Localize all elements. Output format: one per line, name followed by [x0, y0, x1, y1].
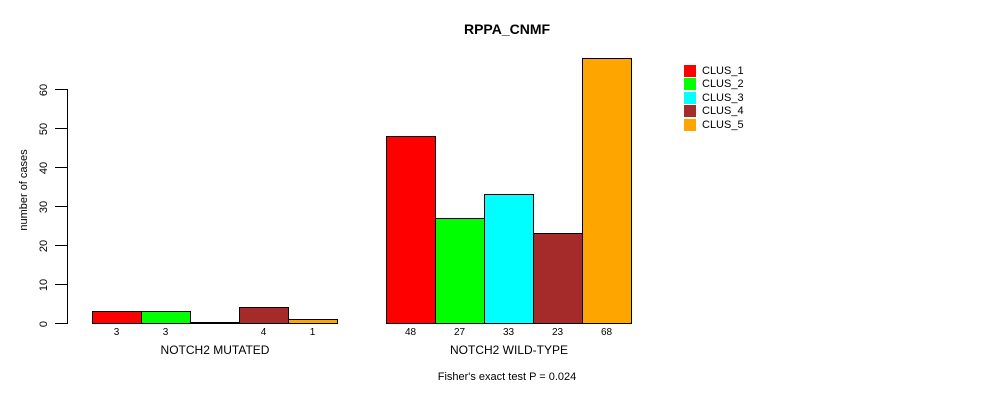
bar-clus-2: [141, 311, 191, 324]
bar-clus-5: [288, 319, 338, 324]
legend-label: CLUS_5: [702, 118, 744, 131]
legend-item: CLUS_2: [684, 78, 744, 92]
legend-item: CLUS_1: [684, 64, 744, 78]
bar-clus-1: [386, 136, 436, 324]
y-tick-label: 60: [38, 83, 50, 97]
zero-bar-line-clus-3: [190, 322, 240, 324]
legend-swatch: [684, 64, 696, 77]
y-tick-label: 20: [38, 239, 50, 253]
y-axis-tick: [55, 245, 68, 246]
legend-label: CLUS_2: [702, 78, 744, 91]
legend-label: CLUS_1: [702, 64, 744, 77]
y-axis-tick: [55, 128, 68, 129]
bar-clus-5: [582, 58, 632, 324]
y-axis-tick: [55, 89, 68, 90]
bar-clus-3: [484, 194, 534, 324]
fisher-test-annotation: Fisher's exact test P = 0.024: [437, 371, 577, 383]
bar-value-label: 3: [113, 327, 120, 338]
bar-value-label: 4: [260, 327, 267, 338]
bar-value-label: 23: [551, 327, 564, 338]
y-tick-label: 40: [38, 161, 50, 175]
y-tick-label: 10: [38, 278, 50, 292]
bar-value-label: 27: [453, 327, 466, 338]
chart-title: RPPA_CNMF: [463, 21, 551, 37]
bar-value-label: 1: [309, 327, 316, 338]
y-tick-label: 0: [38, 320, 50, 328]
legend-item: CLUS_4: [684, 105, 744, 119]
y-tick-label: 30: [38, 200, 50, 214]
y-axis-tick: [55, 323, 68, 324]
x-group-label-mutated: NOTCH2 MUTATED: [160, 343, 270, 357]
legend-swatch: [684, 91, 696, 104]
bar-clus-2: [435, 218, 485, 324]
bar-value-label: 48: [404, 327, 417, 338]
legend: CLUS_1 CLUS_2 CLUS_3 CLUS_4 CLUS_5: [684, 64, 744, 132]
bar-clus-4: [533, 233, 583, 324]
legend-label: CLUS_4: [702, 105, 744, 118]
x-group-label-wild-type: NOTCH2 WILD-TYPE: [449, 343, 569, 357]
legend-swatch: [684, 118, 696, 131]
bar-value-label: 33: [502, 327, 515, 338]
y-axis-tick: [55, 284, 68, 285]
bar-value-label: 68: [600, 327, 613, 338]
legend-item: CLUS_3: [684, 91, 744, 105]
legend-item: CLUS_5: [684, 118, 744, 132]
legend-swatch: [684, 78, 696, 91]
y-axis-tick: [55, 206, 68, 207]
bar-value-label: 3: [162, 327, 169, 338]
bar-clus-4: [239, 307, 289, 324]
y-axis-tick: [55, 167, 68, 168]
legend-label: CLUS_3: [702, 91, 744, 104]
bar-clus-1: [92, 311, 142, 324]
legend-swatch: [684, 105, 696, 118]
y-tick-label: 50: [38, 122, 50, 136]
